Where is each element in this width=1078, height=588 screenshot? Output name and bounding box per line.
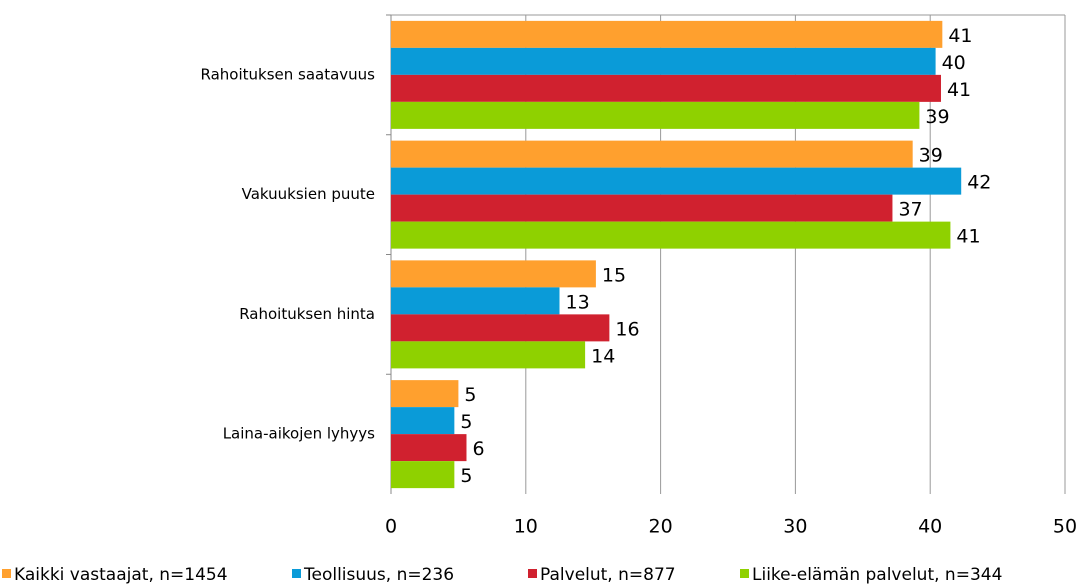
bar xyxy=(391,194,893,222)
legend-swatch xyxy=(2,569,11,578)
bar xyxy=(391,167,962,195)
bar xyxy=(391,260,596,288)
x-tick-label: 40 xyxy=(918,516,942,538)
data-label: 41 xyxy=(947,79,971,101)
data-label: 37 xyxy=(898,199,922,221)
x-tick-label: 0 xyxy=(385,516,397,538)
legend-label: Liike-elämän palvelut, n=344 xyxy=(752,565,1002,584)
bar xyxy=(391,47,936,75)
bar xyxy=(391,140,913,168)
bar xyxy=(391,20,943,48)
data-label: 40 xyxy=(942,52,966,74)
y-tick-label: Laina-aikojen lyhyys xyxy=(223,425,375,443)
bar xyxy=(391,314,610,342)
bar xyxy=(391,287,560,315)
bar xyxy=(391,461,455,489)
bar xyxy=(391,341,586,369)
bar xyxy=(391,434,467,462)
data-label: 39 xyxy=(925,106,949,128)
legend-label: Kaikki vastaajat, n=1454 xyxy=(14,565,228,584)
legend-swatch xyxy=(528,569,537,578)
x-tick-label: 10 xyxy=(514,516,538,538)
y-tick-label: Rahoituksen hinta xyxy=(239,305,375,323)
bar xyxy=(391,380,459,408)
data-label: 5 xyxy=(460,465,472,487)
x-tick-label: 50 xyxy=(1053,516,1077,538)
x-tick-label: 30 xyxy=(783,516,807,538)
data-label: 16 xyxy=(615,318,639,340)
data-label: 5 xyxy=(464,384,476,406)
data-label: 41 xyxy=(948,25,972,47)
data-label: 6 xyxy=(472,438,484,460)
data-label: 13 xyxy=(566,291,590,313)
data-label: 39 xyxy=(919,145,943,167)
bar xyxy=(391,221,951,249)
data-label: 15 xyxy=(602,264,626,286)
bar xyxy=(391,101,920,129)
legend-swatch xyxy=(292,569,301,578)
data-label: 42 xyxy=(967,172,991,194)
data-label: 14 xyxy=(591,345,615,367)
data-label: 41 xyxy=(956,226,980,248)
y-tick-label: Rahoituksen saatavuus xyxy=(200,65,375,83)
legend-label: Palvelut, n=877 xyxy=(540,565,676,584)
y-tick-label: Vakuuksien puute xyxy=(242,185,375,203)
x-tick-label: 20 xyxy=(649,516,673,538)
legend-label: Teollisuus, n=236 xyxy=(303,565,454,584)
legend-swatch xyxy=(740,569,749,578)
bar xyxy=(391,407,455,435)
bar xyxy=(391,74,941,102)
data-label: 5 xyxy=(460,411,472,433)
